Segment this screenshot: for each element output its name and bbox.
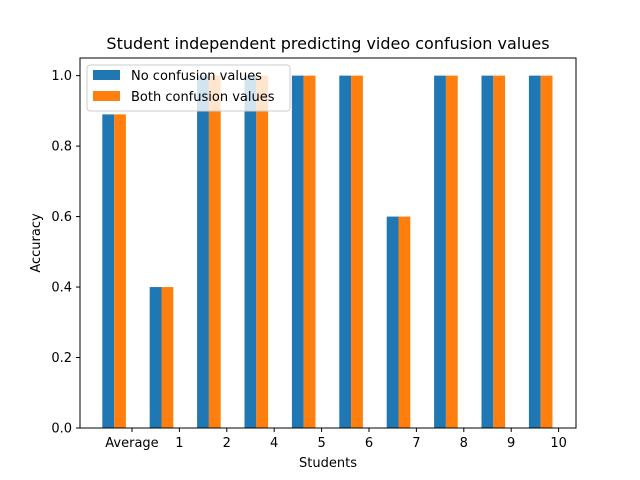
bar-no-confusion-6 xyxy=(339,75,352,429)
x-axis-label: Students xyxy=(299,456,357,471)
legend-label: Both confusion values xyxy=(131,90,275,105)
y-tick-label: 0.6 xyxy=(51,210,72,225)
y-tick-label: 0.8 xyxy=(51,140,72,155)
y-axis-label: Accuracy xyxy=(29,213,44,273)
bar-both-confusion-5 xyxy=(303,75,316,429)
bar-both-confusion-10 xyxy=(540,75,553,429)
bar-both-confusion-4 xyxy=(256,75,269,429)
bar-no-confusion-4 xyxy=(244,75,257,429)
x-tick-label: 10 xyxy=(550,436,567,451)
y-tick-label: 0.0 xyxy=(51,422,72,437)
bar-no-confusion-8 xyxy=(434,75,446,429)
x-tick-label: 4 xyxy=(270,436,278,451)
x-tick-label: 1 xyxy=(175,436,183,451)
legend-swatch xyxy=(93,70,120,80)
bar-both-confusion-average xyxy=(114,114,126,428)
bar-no-confusion-2 xyxy=(197,75,209,429)
y-tick-label: 0.4 xyxy=(51,281,72,296)
bar-both-confusion-2 xyxy=(208,75,221,429)
bar-no-confusion-average xyxy=(102,114,115,428)
x-tick-label: 6 xyxy=(365,436,373,451)
x-tick-label: 7 xyxy=(412,436,420,451)
legend: No confusion values Both confusion values xyxy=(86,64,291,112)
y-tick-label: 1.0 xyxy=(51,69,72,84)
x-axis: Average 1 2 4 5 6 7 8 9 10 xyxy=(105,428,567,451)
bar-no-confusion-9 xyxy=(481,75,494,429)
legend-label: No confusion values xyxy=(131,69,262,84)
bar-both-confusion-8 xyxy=(445,75,458,429)
legend-swatch xyxy=(93,91,120,101)
y-tick-label: 0.2 xyxy=(51,351,72,366)
bar-no-confusion-7 xyxy=(386,216,399,428)
x-tick-label: Average xyxy=(105,436,158,451)
chart-title: Student independent predicting video con… xyxy=(106,34,549,53)
bar-both-confusion-9 xyxy=(493,75,506,429)
bar-no-confusion-10 xyxy=(528,75,541,429)
plot-frame xyxy=(79,57,577,429)
bar-both-confusion-1 xyxy=(161,287,174,428)
x-tick-label: 8 xyxy=(460,436,468,451)
x-tick-label: 2 xyxy=(223,436,231,451)
x-tick-label: 9 xyxy=(507,436,515,451)
y-axis: 0.0 0.2 0.4 0.6 0.8 1.0 xyxy=(51,69,80,437)
bars-group xyxy=(102,75,553,429)
bar-both-confusion-6 xyxy=(351,75,363,429)
legend-box xyxy=(86,64,291,112)
x-tick-label: 5 xyxy=(317,436,325,451)
bar-both-confusion-7 xyxy=(398,216,411,428)
bar-no-confusion-1 xyxy=(149,287,162,428)
bar-no-confusion-5 xyxy=(291,75,304,429)
